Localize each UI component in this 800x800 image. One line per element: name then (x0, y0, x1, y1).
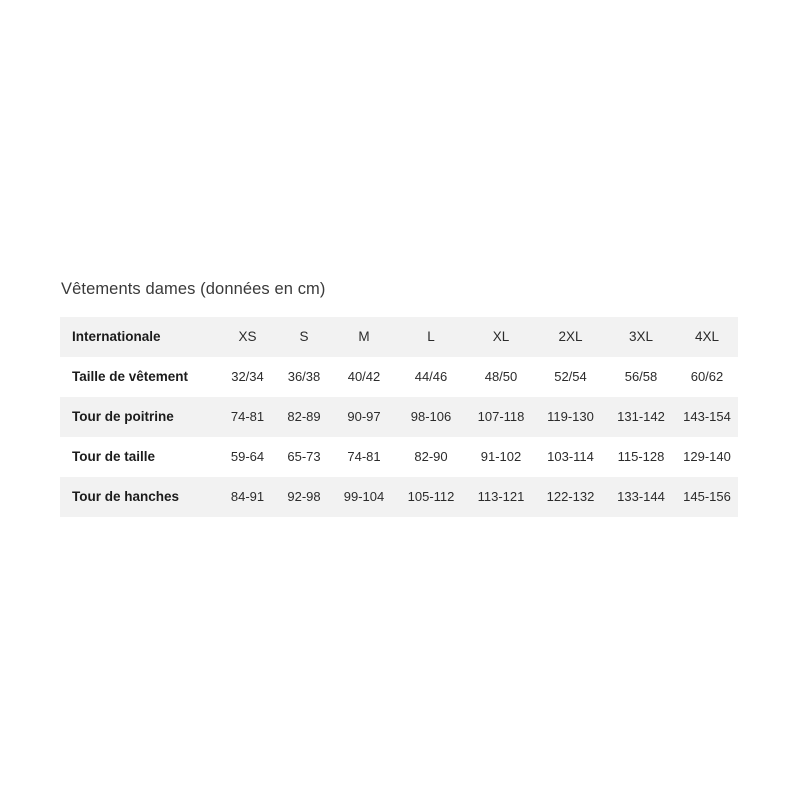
table-cell: 133-144 (617, 489, 665, 504)
table-cell: 143-154 (683, 409, 731, 424)
row-label-hips: Tour de hanches (72, 489, 180, 504)
table-cell: 103-114 (547, 449, 594, 464)
table-cell: 113-121 (477, 489, 525, 504)
row-label-chest: Tour de poitrine (72, 409, 174, 424)
table-cell: 107-118 (477, 409, 525, 424)
table-row: Taille de vêtement 32/34 36/38 40/42 44/… (60, 357, 738, 397)
page-title: Vêtements dames (données en cm) (61, 280, 326, 298)
size-chart-table: Internationale XS S M L XL 2XL 3XL 4XL T… (60, 317, 738, 517)
table-cell: 52/54 (554, 369, 587, 384)
table-header-row: Internationale XS S M L XL 2XL 3XL 4XL (60, 317, 738, 357)
table-header: Internationale XS S M L XL 2XL 3XL 4XL (60, 317, 738, 357)
column-header-3xl: 3XL (628, 329, 654, 344)
table-cell: 36/38 (287, 369, 321, 384)
row-label-garment-size: Taille de vêtement (72, 369, 189, 384)
table-cell: 40/42 (347, 369, 381, 384)
table-cell: 74-81 (230, 409, 265, 424)
table-cell: 98-106 (410, 409, 452, 424)
table-cell: 119-130 (547, 409, 594, 424)
table-cell: 60/62 (690, 369, 724, 384)
table-cell: 91-102 (480, 449, 522, 464)
table-cell: 82-89 (287, 409, 321, 424)
table-cell: 82-90 (414, 449, 448, 464)
table-cell: 115-128 (617, 449, 665, 464)
table-cell: 56/58 (624, 369, 658, 384)
table-cell: 92-98 (287, 489, 321, 504)
table-cell: 59-64 (230, 449, 265, 464)
column-header-s: S (299, 329, 309, 344)
table-cell: 84-91 (230, 489, 265, 504)
column-header-international: Internationale (72, 329, 161, 344)
table-row: Tour de poitrine 74-81 82-89 90-97 98-10… (60, 397, 738, 437)
table-cell: 65-73 (287, 449, 321, 464)
table-cell: 32/34 (231, 369, 264, 384)
column-header-m: M (358, 329, 370, 344)
table-cell: 99-104 (343, 489, 385, 504)
table-cell: 48/50 (484, 369, 518, 384)
row-label-waist: Tour de taille (72, 449, 156, 464)
table-cell: 44/46 (414, 369, 448, 384)
column-header-4xl: 4XL (694, 329, 720, 344)
table-cell: 129-140 (683, 449, 731, 464)
column-header-xs: XS (238, 329, 257, 344)
table-cell: 131-142 (617, 409, 665, 424)
size-chart-content: Vêtements dames (données en cm) Internat… (60, 278, 738, 517)
column-header-xl: XL (492, 329, 510, 344)
table-cell: 145-156 (683, 489, 731, 504)
table-body: Taille de vêtement 32/34 36/38 40/42 44/… (60, 357, 738, 517)
table-row: Tour de hanches 84-91 92-98 99-104 105-1… (60, 477, 738, 517)
column-header-l: L (427, 329, 435, 344)
table-row: Tour de taille 59-64 65-73 74-81 82-90 9… (60, 437, 738, 477)
table-cell: 74-81 (347, 449, 381, 464)
table-cell: 105-112 (407, 489, 455, 504)
column-header-2xl: 2XL (558, 329, 583, 344)
table-cell: 122-132 (546, 489, 595, 504)
table-cell: 90-97 (347, 409, 381, 424)
